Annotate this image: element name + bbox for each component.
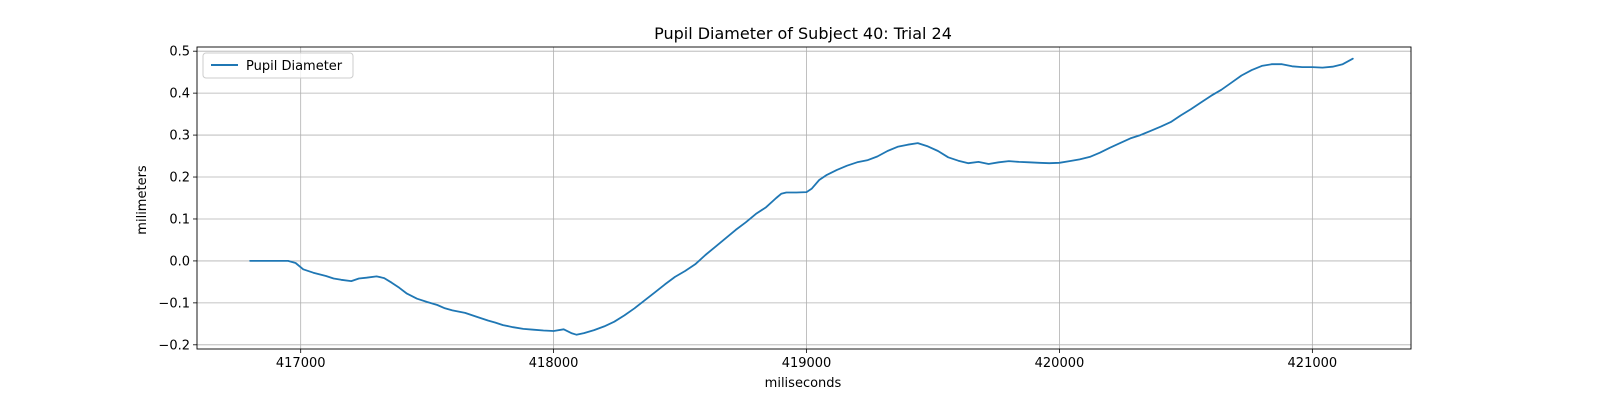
y-tick-label: 0.3 — [169, 129, 190, 144]
x-tick-label: 418000 — [529, 356, 579, 371]
chart-title: Pupil Diameter of Subject 40: Trial 24 — [654, 24, 952, 43]
x-axis-label: miliseconds — [765, 376, 842, 391]
y-tick-label: −0.2 — [158, 338, 190, 353]
legend-label: Pupil Diameter — [246, 59, 343, 74]
x-tick-label: 421000 — [1288, 356, 1338, 371]
y-axis-label: milimeters — [135, 165, 150, 235]
legend: Pupil Diameter — [202, 52, 354, 79]
y-tick-label: 0.0 — [169, 254, 190, 269]
series-line-pupil-diameter — [249, 57, 1354, 336]
y-axis: −0.2 −0.1 0.0 0.1 0.2 0.3 0.4 0.5 — [158, 45, 197, 353]
y-tick-label: 0.2 — [169, 171, 190, 186]
y-tick-label: −0.1 — [158, 296, 190, 311]
y-tick-label: 0.5 — [169, 45, 190, 60]
series-layer — [249, 57, 1354, 336]
x-tick-label: 420000 — [1035, 356, 1085, 371]
y-tick-label: 0.1 — [169, 212, 190, 227]
x-axis: 417000 418000 419000 420000 421000 — [276, 349, 1337, 371]
grid — [197, 47, 1411, 349]
y-tick-label: 0.4 — [169, 87, 190, 102]
legend-box — [202, 52, 354, 79]
plot-frame — [196, 46, 1412, 350]
x-tick-label: 417000 — [276, 356, 326, 371]
x-tick-label: 419000 — [782, 356, 832, 371]
